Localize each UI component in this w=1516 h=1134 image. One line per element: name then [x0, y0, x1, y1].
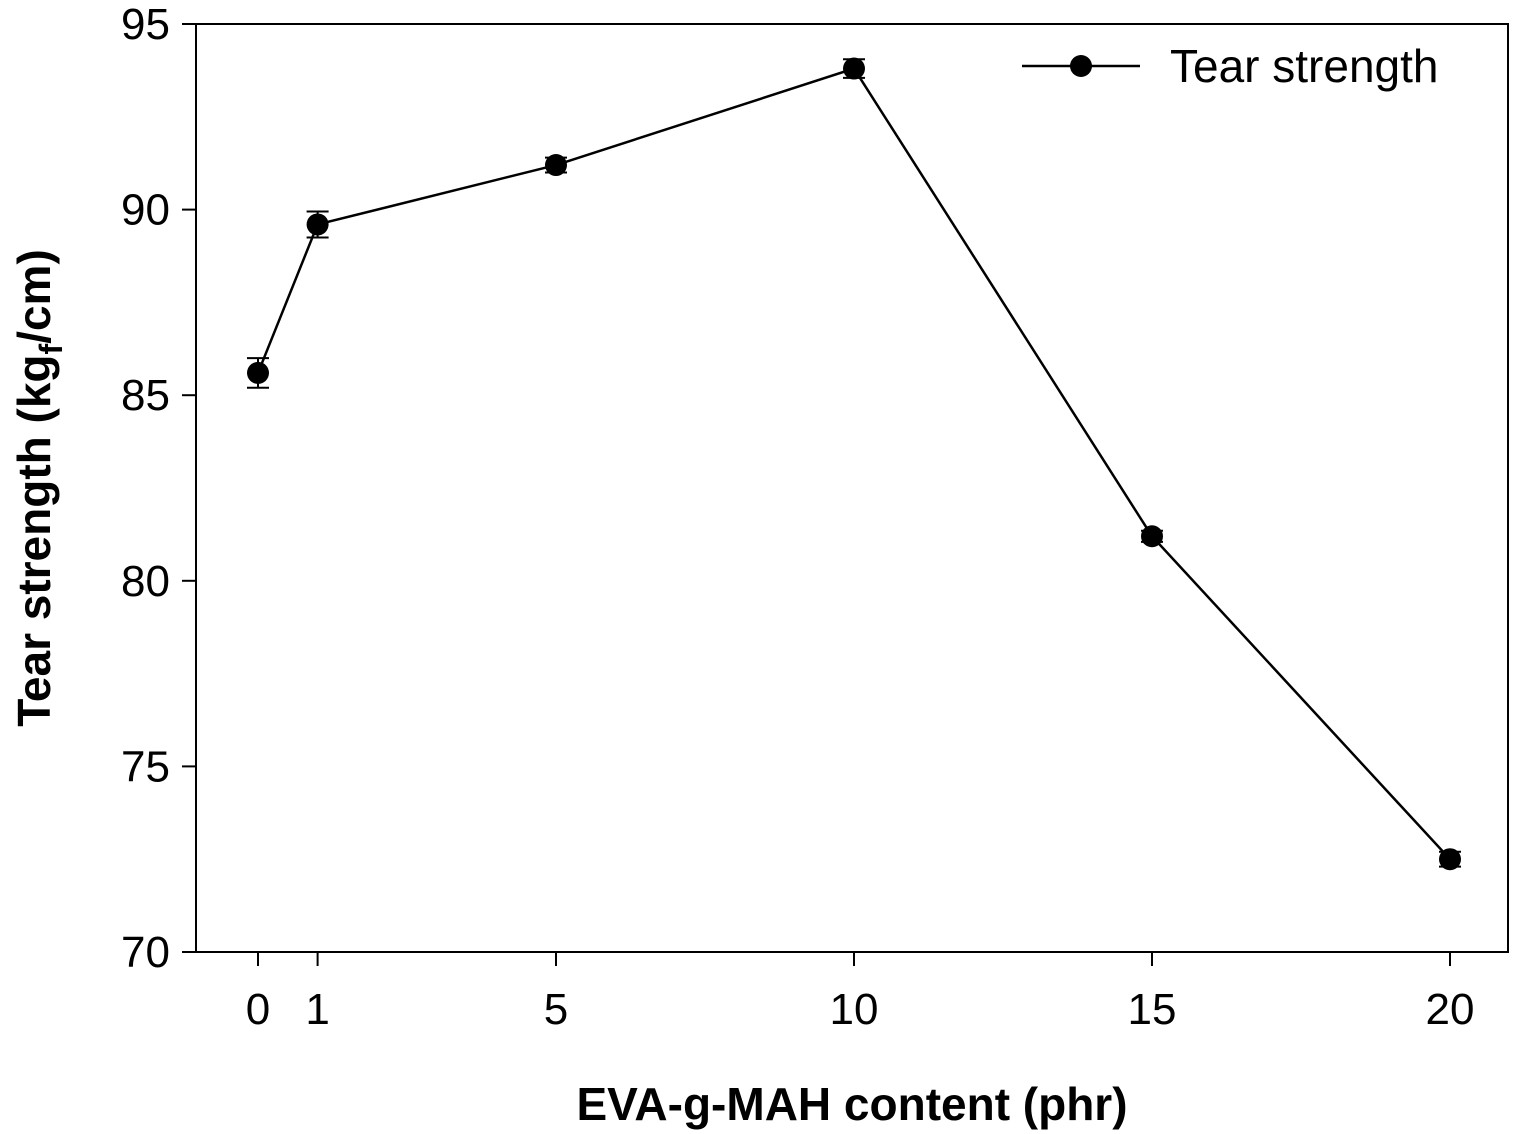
data-point	[306, 213, 329, 236]
x-axis-title: EVA-g-MAH content (phr)	[576, 1078, 1127, 1130]
x-tick-label: 1	[305, 985, 329, 1034]
y-tick-label: 80	[121, 557, 170, 606]
series-layer	[247, 57, 1461, 871]
x-tick-label: 5	[544, 985, 568, 1034]
x-tick-label: 15	[1128, 985, 1177, 1034]
x-axis-ticks: 0 1 5 10 15 20	[246, 952, 1475, 1034]
y-axis-ticks: 70 75 80 85 90 95	[121, 0, 196, 977]
legend-marker	[1070, 55, 1092, 77]
y-axis-title-subscript: f	[33, 343, 69, 354]
data-point	[247, 361, 269, 384]
series-line	[256, 67, 1451, 861]
plot-frame	[195, 23, 1509, 953]
data-point	[1439, 848, 1461, 871]
y-tick-label: 75	[121, 742, 170, 791]
x-tick-label: 0	[246, 985, 270, 1034]
y-axis-title-end: /cm)	[8, 249, 60, 344]
data-point	[843, 57, 865, 80]
x-tick-label: 20	[1426, 985, 1475, 1034]
legend-label: Tear strength	[1170, 40, 1438, 92]
data-point	[1141, 525, 1163, 548]
x-tick-label: 10	[830, 985, 879, 1034]
legend: Tear strength	[1022, 40, 1438, 92]
y-axis-title-main: Tear strength (kg	[8, 354, 60, 726]
y-axis-title: Tear strength (kgf/cm)	[8, 249, 69, 727]
data-point	[545, 154, 567, 177]
y-tick-label: 85	[121, 371, 170, 420]
y-tick-label: 90	[121, 186, 170, 235]
y-tick-label: 70	[121, 928, 170, 977]
y-tick-label: 95	[121, 0, 170, 49]
